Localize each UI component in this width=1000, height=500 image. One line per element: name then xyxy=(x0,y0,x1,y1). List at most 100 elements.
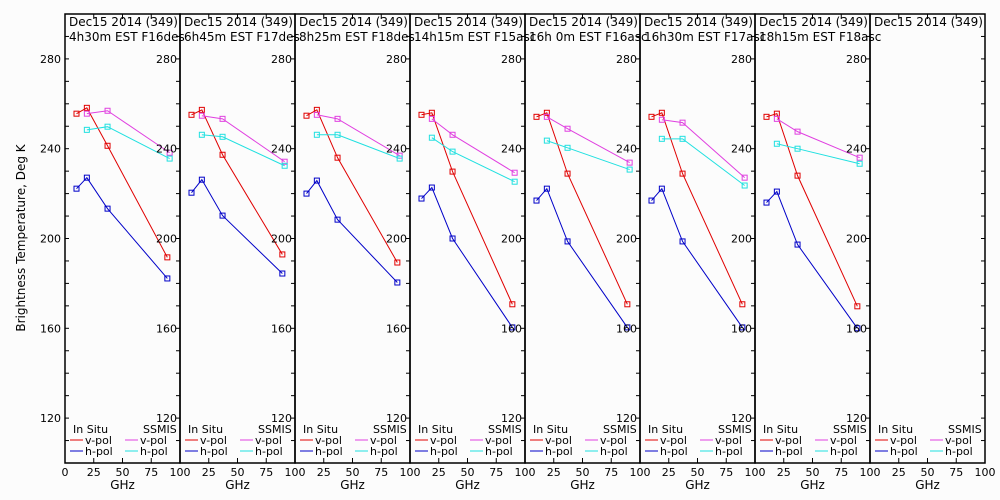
series-line-ssmis_v xyxy=(776,118,860,159)
data-point-ssmis_h xyxy=(626,166,633,173)
data-point-ssmis_v xyxy=(334,115,341,122)
x-tick-label: 75 xyxy=(259,466,273,479)
data-point-ssmis_h xyxy=(511,178,518,185)
x-axis-label: GHz xyxy=(340,478,365,492)
legend-label: v-pol xyxy=(830,434,857,447)
data-point-ssmis_h xyxy=(658,135,665,142)
x-tick-label: 75 xyxy=(489,466,503,479)
legend-label: h-pol xyxy=(255,445,283,458)
data-point-insitu_v xyxy=(648,113,655,120)
x-tick-label: 100 xyxy=(745,466,766,479)
x-tick-label: 25 xyxy=(317,466,331,479)
y-tick-label: 240 xyxy=(731,143,752,156)
x-tick-label: 25 xyxy=(777,466,791,479)
y-tick-label: 240 xyxy=(616,143,637,156)
legend-header-insitu: In Situ xyxy=(648,423,683,436)
data-point-insitu_v xyxy=(658,109,665,116)
x-axis-label: GHz xyxy=(800,478,825,492)
legend-label: v-pol xyxy=(315,434,342,447)
data-point-insitu_v xyxy=(794,172,801,179)
legend-label: v-pol xyxy=(890,434,917,447)
legend-label: h-pol xyxy=(945,445,973,458)
data-point-insitu_v xyxy=(543,109,550,116)
x-tick-label: 75 xyxy=(144,466,158,479)
data-point-insitu_h xyxy=(658,185,665,192)
data-point-insitu_v xyxy=(564,170,571,177)
panel-title-date: Dec15 2014 (349) xyxy=(299,15,408,29)
panel-title-date: Dec15 2014 (349) xyxy=(759,15,868,29)
x-tick-label: 50 xyxy=(576,466,590,479)
data-point-insitu_v xyxy=(533,113,540,120)
data-point-insitu_h xyxy=(428,184,435,191)
y-tick-label: 200 xyxy=(616,233,637,246)
data-point-insitu_h xyxy=(509,324,516,331)
data-point-ssmis_v xyxy=(741,174,748,181)
y-tick-label: 280 xyxy=(731,53,752,66)
y-tick-label: 200 xyxy=(501,233,522,246)
data-point-insitu_v xyxy=(164,254,171,261)
data-point-ssmis_v xyxy=(543,113,550,120)
legend-header-insitu: In Situ xyxy=(533,423,568,436)
y-tick-label: 120 xyxy=(156,412,177,425)
series-line-insitu_v xyxy=(651,112,743,305)
data-point-ssmis_h xyxy=(334,131,341,138)
x-tick-label: 75 xyxy=(374,466,388,479)
panel-title-time: 18h15m EST F18asc xyxy=(759,30,881,44)
legend-label: h-pol xyxy=(315,445,343,458)
data-point-ssmis_h xyxy=(313,131,320,138)
legend-header-insitu: In Situ xyxy=(763,423,798,436)
legend-header-ssmis: SSMIS xyxy=(373,423,407,436)
y-tick-label: 160 xyxy=(731,322,752,335)
y-tick-label: 160 xyxy=(616,322,637,335)
data-point-ssmis_v xyxy=(658,116,665,123)
legend-label: h-pol xyxy=(485,445,513,458)
data-point-insitu_h xyxy=(334,216,341,223)
panel-title-time: 14h15m EST F15asc xyxy=(414,30,536,44)
data-point-insitu_h xyxy=(394,279,401,286)
legend-label: h-pol xyxy=(660,445,688,458)
x-tick-label: 75 xyxy=(604,466,618,479)
legend-header-insitu: In Situ xyxy=(303,423,338,436)
y-tick-label: 200 xyxy=(731,233,752,246)
legend-label: h-pol xyxy=(830,445,858,458)
x-tick-label: 50 xyxy=(921,466,935,479)
legend-header-ssmis: SSMIS xyxy=(718,423,752,436)
data-point-ssmis_h xyxy=(396,155,403,162)
series-line-insitu_v xyxy=(536,112,628,305)
legend-label: h-pol xyxy=(600,445,628,458)
panel-title-date: Dec15 2014 (349) xyxy=(184,15,293,29)
data-point-ssmis_v xyxy=(428,115,435,122)
series-line-ssmis_v xyxy=(661,119,745,179)
x-tick-label: 25 xyxy=(547,466,561,479)
data-point-ssmis_v xyxy=(794,128,801,135)
data-point-insitu_v xyxy=(303,112,310,119)
y-tick-label: 160 xyxy=(271,322,292,335)
data-point-insitu_h xyxy=(763,199,770,206)
data-point-insitu_v xyxy=(418,111,425,118)
data-point-insitu_v xyxy=(854,303,861,310)
x-tick-label: 100 xyxy=(170,466,191,479)
data-point-ssmis_v xyxy=(166,149,173,156)
x-tick-label: 75 xyxy=(719,466,733,479)
data-point-insitu_h xyxy=(679,238,686,245)
data-point-ssmis_v xyxy=(313,111,320,118)
y-tick-label: 160 xyxy=(386,322,407,335)
series-line-insitu_v xyxy=(766,113,858,307)
data-point-insitu_v xyxy=(509,301,516,308)
data-point-insitu_v xyxy=(198,106,205,113)
x-tick-label: 0 xyxy=(62,466,69,479)
x-tick-label: 100 xyxy=(975,466,996,479)
data-point-insitu_v xyxy=(334,154,341,161)
x-tick-label: 100 xyxy=(630,466,651,479)
legend-header-ssmis: SSMIS xyxy=(833,423,867,436)
series-line-insitu_h xyxy=(536,187,628,328)
x-tick-label: 50 xyxy=(806,466,820,479)
panel-frame xyxy=(869,13,986,464)
panel-title-date: Dec15 2014 (349) xyxy=(414,15,523,29)
panel-title-date: Dec15 2014 (349) xyxy=(874,15,983,29)
legend-header-insitu: In Situ xyxy=(418,423,453,436)
series-line-insitu_h xyxy=(76,176,168,279)
x-tick-label: 100 xyxy=(400,466,421,479)
data-point-insitu_v xyxy=(449,168,456,175)
